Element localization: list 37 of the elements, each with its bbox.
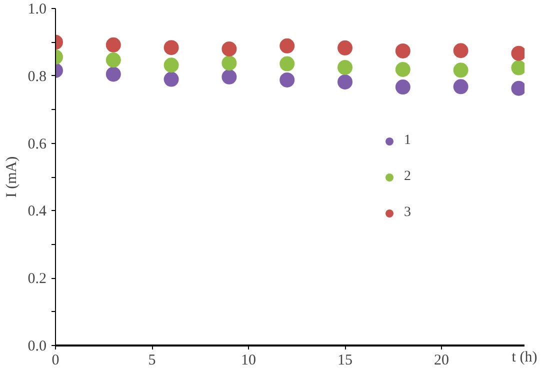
y-tick-label: 0.6 xyxy=(28,136,47,152)
y-tick-label: 0.0 xyxy=(28,338,46,354)
point xyxy=(280,38,295,54)
point xyxy=(106,52,121,68)
point xyxy=(222,56,237,71)
y-tick-label: 0.2 xyxy=(28,271,46,288)
y-axis-title: I (mA) xyxy=(4,156,20,198)
y-tick-label: 0.8 xyxy=(28,68,46,85)
point xyxy=(395,80,410,95)
point xyxy=(338,40,353,56)
point xyxy=(222,41,237,56)
x-tick-label: 5 xyxy=(148,352,156,368)
point xyxy=(453,43,468,58)
point xyxy=(106,37,121,52)
point xyxy=(395,43,410,58)
point xyxy=(106,66,121,82)
x-tick-label: 20 xyxy=(434,352,450,368)
x-axis-title: t (h) xyxy=(512,350,538,366)
y-tick-label: 1.0 xyxy=(28,2,46,18)
point xyxy=(164,58,179,73)
legend-label: 1 xyxy=(404,132,412,148)
point xyxy=(164,72,179,87)
point xyxy=(280,56,295,72)
point xyxy=(453,79,468,94)
x-tick-label: 0 xyxy=(52,352,60,368)
y-tick-label: 0.4 xyxy=(28,204,47,220)
point xyxy=(338,60,353,75)
legend-label: 2 xyxy=(404,168,412,184)
legend-label: 3 xyxy=(404,204,412,220)
point xyxy=(164,40,179,56)
point xyxy=(222,69,237,84)
x-tick-label: 10 xyxy=(241,352,256,368)
point xyxy=(280,72,295,88)
point xyxy=(338,74,353,90)
x-tick-label: 15 xyxy=(338,352,353,368)
point xyxy=(395,62,410,77)
point xyxy=(453,62,468,78)
